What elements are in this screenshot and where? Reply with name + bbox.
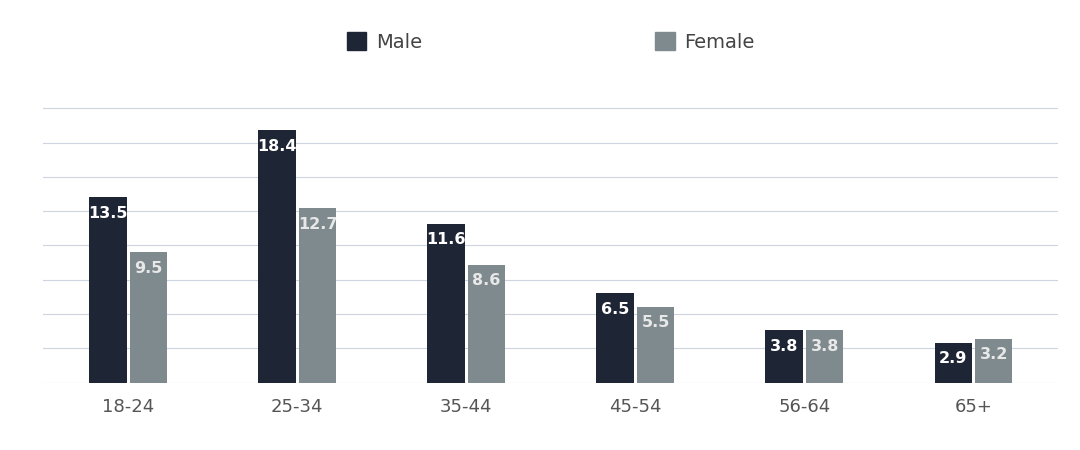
Bar [428,224,464,382]
Bar [637,307,674,382]
Text: 2.9: 2.9 [939,351,968,366]
Bar [258,130,296,382]
Text: 8.6: 8.6 [472,273,501,288]
Bar [468,265,505,382]
Text: 11.6: 11.6 [427,232,465,247]
Bar [299,208,336,382]
Bar [130,252,167,382]
Text: 6.5: 6.5 [600,302,630,317]
Text: 13.5: 13.5 [89,206,127,220]
Bar [596,293,634,382]
Text: 18.4: 18.4 [257,139,297,153]
Text: 12.7: 12.7 [298,217,337,232]
Text: 3.2: 3.2 [980,347,1008,362]
Bar [766,330,802,382]
Bar [975,339,1012,382]
Text: 9.5: 9.5 [134,261,163,275]
Bar [934,343,972,382]
Text: 3.8: 3.8 [770,339,798,354]
Text: 5.5: 5.5 [642,315,670,330]
Bar [90,198,126,382]
Text: 3.8: 3.8 [810,339,839,354]
Legend: Male, Female: Male, Female [339,24,762,59]
Bar [806,330,843,382]
